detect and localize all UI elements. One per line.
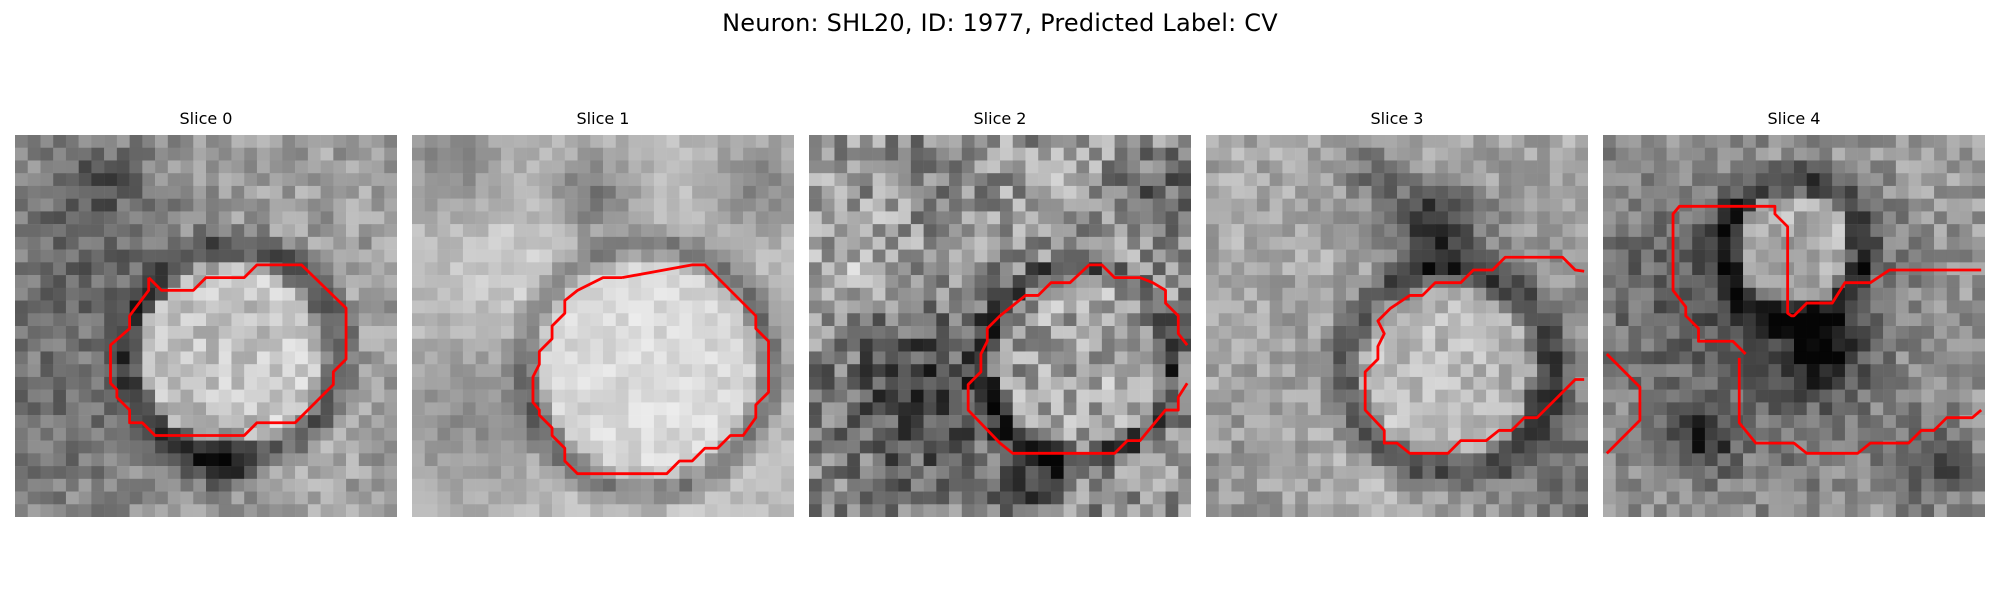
cell-contour-left-fragment bbox=[1605, 353, 1642, 455]
grayscale-pixel-grid bbox=[809, 135, 1191, 517]
cell-contour-upper bbox=[1671, 204, 1982, 356]
cell-contour-outline bbox=[109, 263, 348, 437]
grayscale-pixel-grid bbox=[1603, 135, 1985, 517]
grayscale-pixel-grid bbox=[1206, 135, 1588, 517]
slice-image-1 bbox=[412, 135, 794, 517]
grayscale-pixel-grid bbox=[412, 135, 794, 517]
cell-contour-lower bbox=[1737, 357, 1983, 455]
figure-title: Neuron: SHL20, ID: 1977, Predicted Label… bbox=[722, 9, 1278, 37]
slice-image-4 bbox=[1603, 135, 1985, 517]
slice-image-0 bbox=[15, 135, 397, 517]
slice-title-1: Slice 1 bbox=[576, 109, 630, 128]
slice-image-3 bbox=[1206, 135, 1588, 517]
slice-title-3: Slice 3 bbox=[1370, 109, 1424, 128]
cell-contour-outline bbox=[531, 263, 770, 476]
slice-image-2 bbox=[809, 135, 1191, 517]
slice-title-2: Slice 2 bbox=[973, 109, 1027, 128]
grayscale-pixel-grid bbox=[15, 135, 397, 517]
cell-contour-outline bbox=[966, 263, 1189, 455]
cell-contour-outline bbox=[1363, 255, 1585, 455]
slice-title-0: Slice 0 bbox=[179, 109, 233, 128]
slice-title-4: Slice 4 bbox=[1767, 109, 1821, 128]
